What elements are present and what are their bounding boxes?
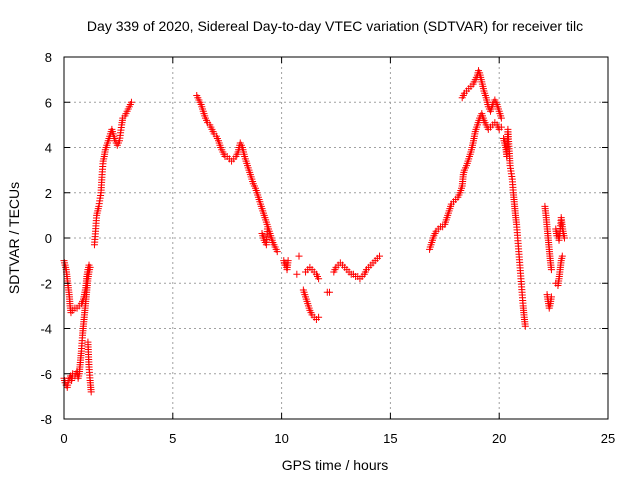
data-point — [315, 275, 323, 283]
data-point — [547, 266, 555, 274]
data-point — [293, 270, 301, 278]
x-tick-label: 10 — [274, 431, 288, 446]
axis-ticks — [63, 56, 609, 420]
y-tick-label: -2 — [40, 276, 52, 291]
data-point — [273, 248, 281, 256]
data-point — [547, 293, 555, 301]
data-point — [558, 252, 566, 260]
chart-title: Day 339 of 2020, Sidereal Day-to-day VTE… — [87, 18, 583, 34]
y-tick-label: 6 — [45, 95, 52, 110]
data-point — [497, 114, 505, 122]
x-tick-label: 25 — [601, 431, 615, 446]
data-point — [295, 252, 303, 260]
data-points — [60, 67, 568, 396]
x-tick-label: 5 — [169, 431, 176, 446]
x-tick-label: 0 — [60, 431, 67, 446]
data-point — [376, 252, 384, 260]
y-tick-label: 4 — [45, 141, 52, 156]
data-point — [263, 225, 271, 233]
data-point — [86, 263, 94, 271]
x-tick-label: 15 — [383, 431, 397, 446]
axis-tick-labels: 0 5 10 15 20 25 -8 -6 -4 -2 0 2 4 6 8 — [40, 50, 615, 446]
data-point — [284, 257, 292, 265]
data-point — [497, 123, 505, 131]
y-tick-label: 2 — [45, 186, 52, 201]
data-point — [325, 288, 333, 296]
data-point — [315, 313, 323, 321]
data-point — [521, 322, 529, 330]
x-axis-label: GPS time / hours — [282, 457, 389, 473]
y-tick-label: 8 — [45, 50, 52, 65]
y-tick-label: -4 — [40, 322, 52, 337]
data-point — [560, 234, 568, 242]
grid-lines — [64, 57, 608, 419]
y-tick-label: -6 — [40, 367, 52, 382]
y-axis-label: SDTVAR / TECUs — [6, 182, 22, 294]
y-tick-label: 0 — [45, 231, 52, 246]
y-tick-label: -8 — [40, 412, 52, 427]
data-point — [87, 388, 95, 396]
data-point — [127, 98, 135, 106]
x-tick-label: 20 — [492, 431, 506, 446]
